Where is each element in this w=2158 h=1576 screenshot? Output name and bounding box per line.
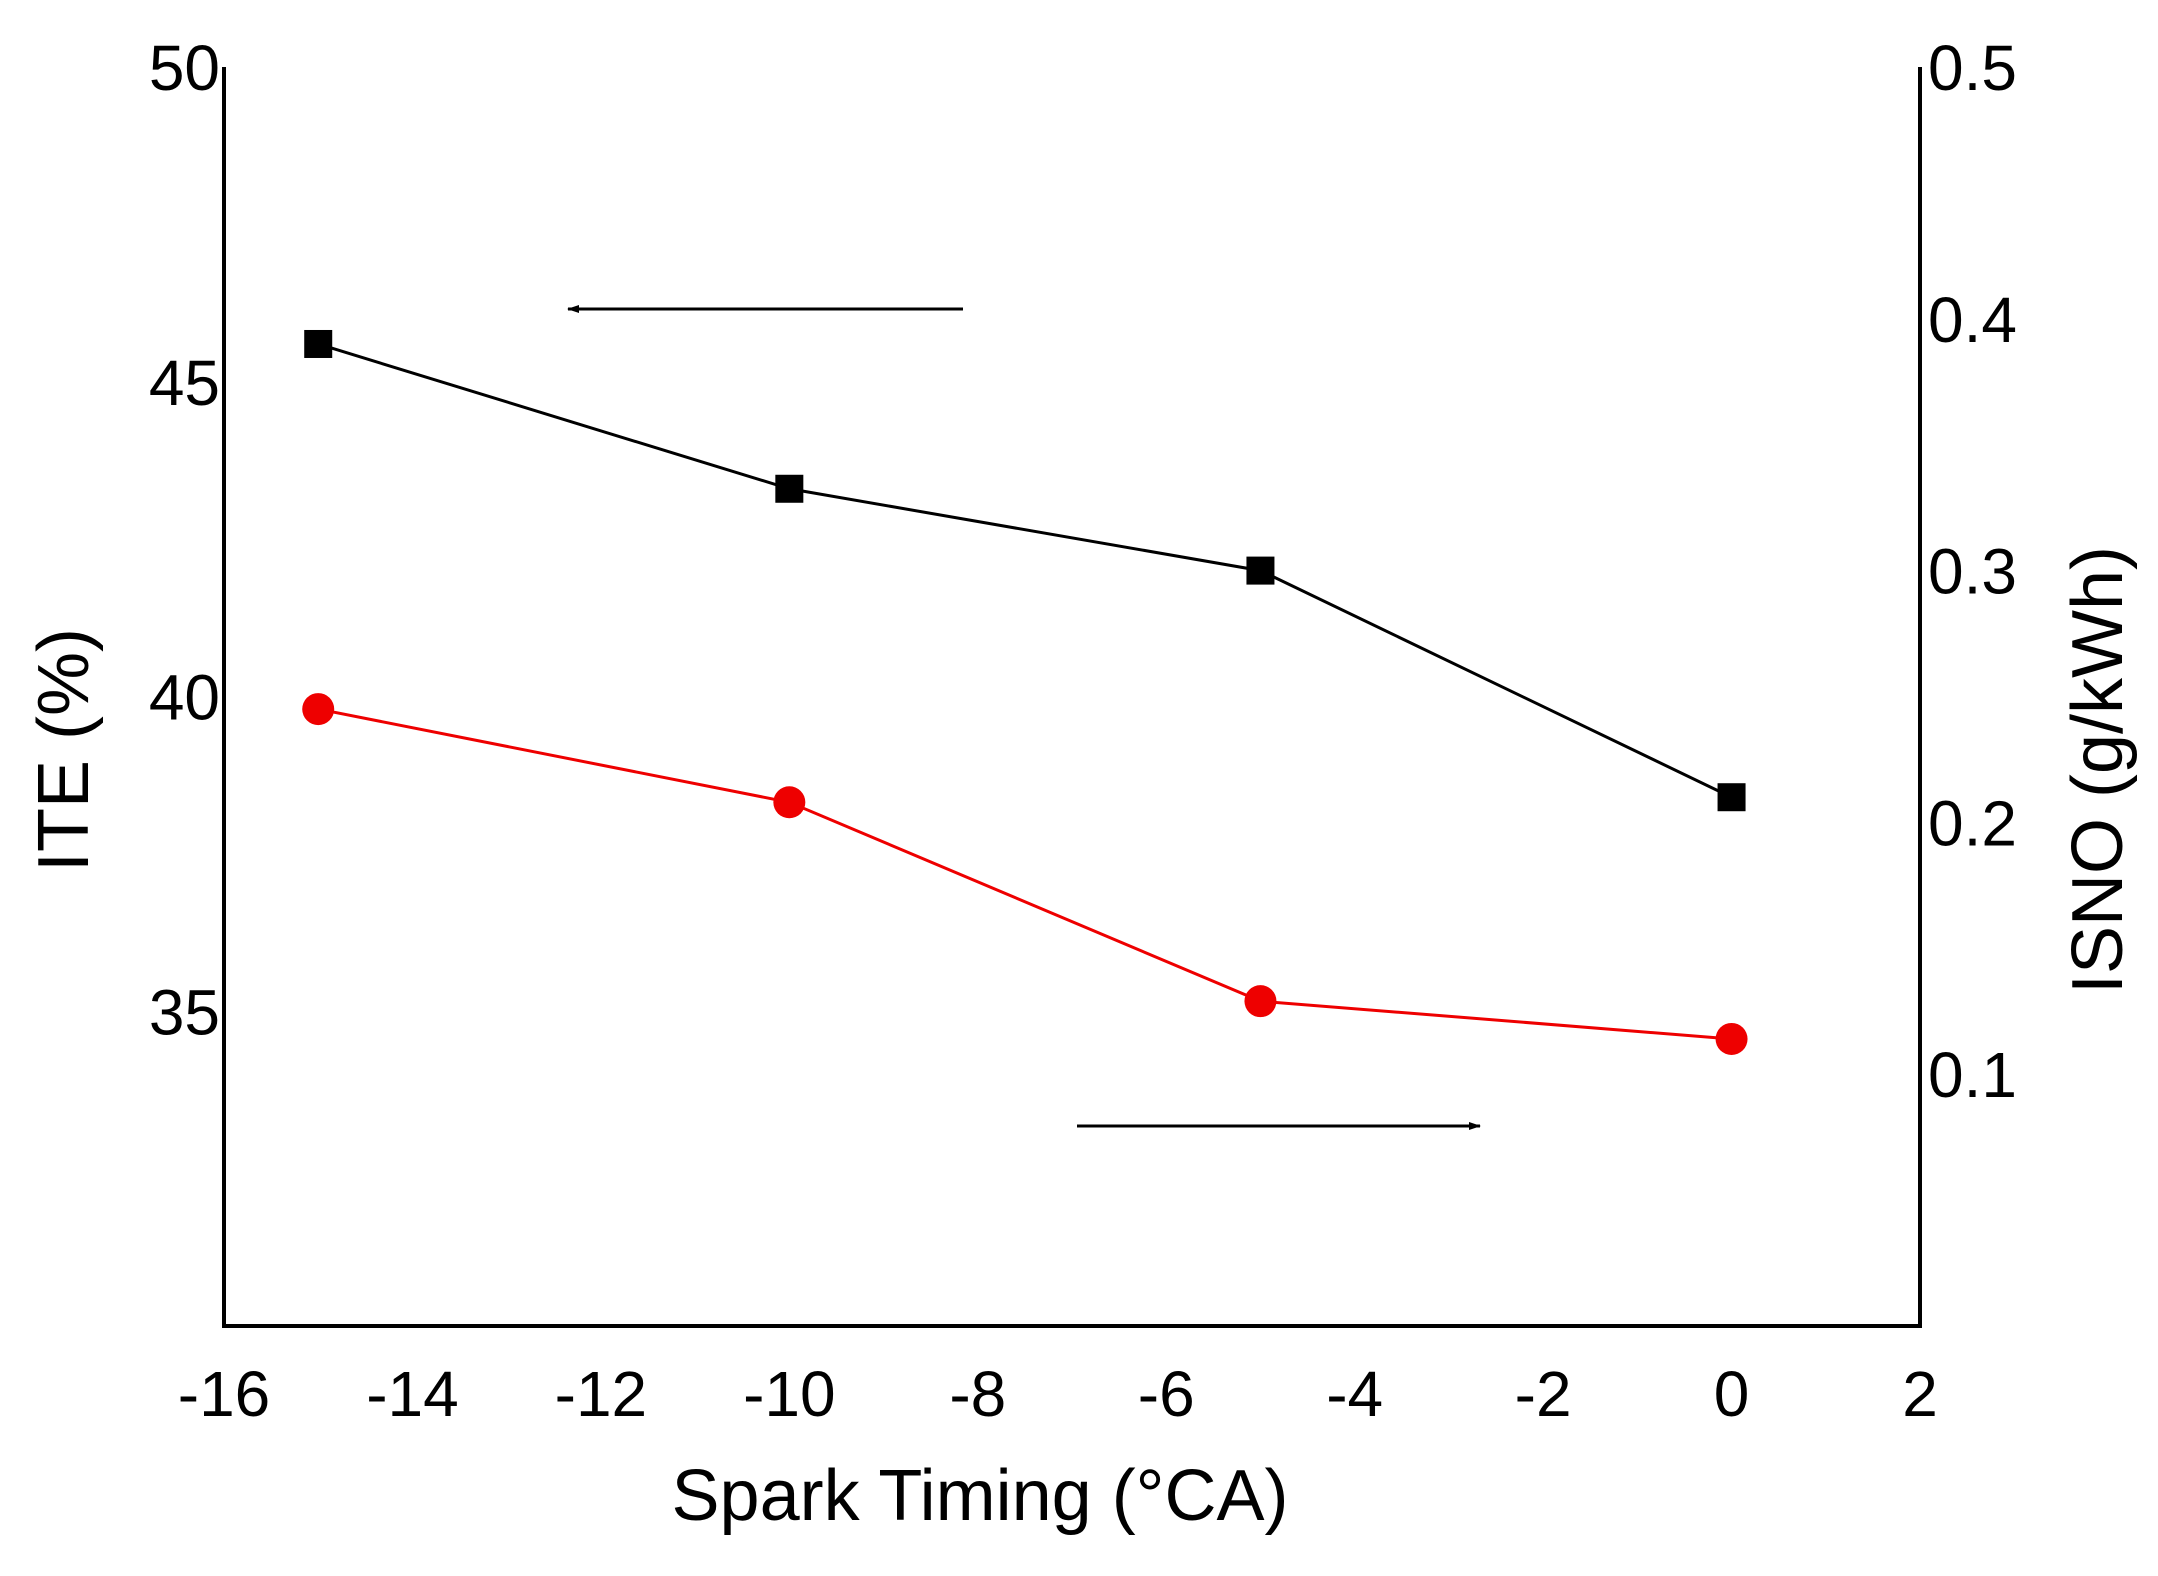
y-left-tick-label: 45 <box>149 347 220 419</box>
x-tick-label: -4 <box>1326 1358 1383 1430</box>
x-tick-label: -8 <box>949 1358 1006 1430</box>
data-point-isno <box>1244 985 1277 1018</box>
y-right-axis-title: ISNO (g/kWh) <box>2058 546 2138 994</box>
data-point-isno <box>773 786 806 819</box>
x-ticks: -16 -14 -12 -10 -8 -6 -4 -2 0 2 <box>178 1326 1938 1430</box>
y-right-tick-label: 0.1 <box>1928 1039 2017 1111</box>
y-right-tick-label: 0.4 <box>1928 284 2017 356</box>
series-line-ite <box>317 342 1733 799</box>
x-tick-label: -6 <box>1138 1358 1195 1430</box>
series-isno <box>302 693 1748 1055</box>
y-right-tick-label: 0.2 <box>1928 787 2017 859</box>
x-tick-label: -14 <box>366 1358 459 1430</box>
data-point-ite <box>1717 783 1746 812</box>
data-point-isno <box>1715 1022 1748 1055</box>
y-right-ticks: 0.1 0.2 0.3 0.4 0.5 <box>1928 32 2017 1111</box>
x-tick-label: -2 <box>1515 1358 1572 1430</box>
y-left-tick-label: 40 <box>149 662 220 734</box>
y-left-tick-label: 35 <box>149 976 220 1048</box>
x-tick-label: 2 <box>1902 1358 1938 1430</box>
series-ite <box>304 329 1746 812</box>
x-tick-label: 0 <box>1714 1358 1750 1430</box>
data-point-ite <box>1246 556 1275 585</box>
data-point-ite <box>775 474 804 503</box>
x-tick-label: -16 <box>178 1358 271 1430</box>
x-tick-label: -10 <box>743 1358 836 1430</box>
x-axis-title: Spark Timing (°CA) <box>672 1456 1289 1536</box>
y-left-ticks: 35 40 45 50 <box>149 32 220 1048</box>
data-point-ite <box>304 329 333 358</box>
x-tick-label: -12 <box>555 1358 648 1430</box>
y-right-tick-label: 0.3 <box>1928 536 2017 608</box>
series-layer <box>302 329 1748 1055</box>
y-right-tick-label: 0.5 <box>1928 32 2017 104</box>
y-left-tick-label: 50 <box>149 32 220 104</box>
y-left-axis-title: ITE (%) <box>24 628 104 872</box>
data-point-isno <box>302 693 335 726</box>
series-line-isno <box>317 707 1732 1041</box>
